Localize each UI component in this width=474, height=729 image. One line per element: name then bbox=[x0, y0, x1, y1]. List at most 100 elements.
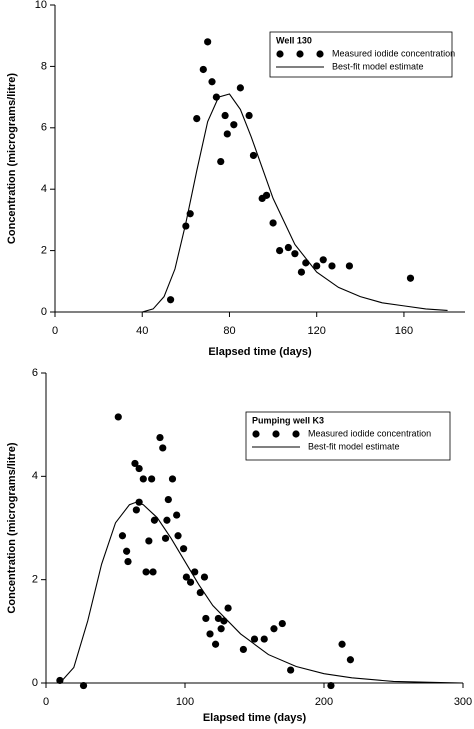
model-line bbox=[59, 501, 464, 684]
x-tick-label: 160 bbox=[395, 325, 413, 337]
data-point bbox=[313, 262, 321, 270]
data-point bbox=[156, 433, 164, 442]
data-point bbox=[223, 130, 231, 138]
data-point bbox=[186, 578, 195, 586]
data-point bbox=[406, 274, 415, 282]
legend-title: Well 130 bbox=[276, 35, 312, 45]
legend-dot bbox=[272, 430, 280, 438]
data-point bbox=[114, 413, 122, 421]
y-tick-label: 2 bbox=[41, 245, 47, 257]
data-point bbox=[79, 681, 88, 690]
data-point bbox=[328, 262, 336, 270]
data-point bbox=[221, 111, 229, 120]
data-point bbox=[118, 532, 127, 540]
data-point bbox=[124, 557, 132, 566]
legend-label: Best-fit model estimate bbox=[332, 61, 424, 71]
y-tick-label: 4 bbox=[32, 470, 38, 482]
data-point bbox=[180, 545, 188, 553]
data-point bbox=[291, 250, 299, 258]
data-point bbox=[131, 459, 139, 468]
x-axis-label: Elapsed time (days) bbox=[203, 712, 307, 724]
legend-box bbox=[245, 411, 451, 461]
data-point bbox=[284, 243, 292, 252]
legend-dot bbox=[276, 50, 284, 58]
data-point bbox=[191, 568, 199, 576]
data-point bbox=[150, 516, 159, 524]
data-point bbox=[269, 219, 277, 227]
data-point bbox=[338, 640, 346, 648]
data-point bbox=[302, 259, 310, 267]
data-point bbox=[250, 635, 259, 643]
y-tick-label: 0 bbox=[41, 306, 47, 318]
data-point bbox=[163, 516, 171, 524]
y-tick-label: 2 bbox=[32, 574, 38, 586]
data-point bbox=[164, 495, 172, 504]
data-point bbox=[142, 568, 150, 576]
data-point bbox=[211, 640, 220, 648]
data-point bbox=[249, 151, 258, 160]
data-point bbox=[200, 573, 209, 581]
x-tick-label: 80 bbox=[223, 325, 235, 337]
data-point bbox=[260, 635, 268, 643]
x-tick-label: 300 bbox=[454, 696, 472, 708]
y-tick-label: 0 bbox=[32, 677, 38, 689]
data-point bbox=[161, 534, 170, 542]
legend-dot bbox=[292, 430, 300, 438]
data-point bbox=[239, 645, 247, 654]
data-point bbox=[276, 247, 284, 255]
data-point bbox=[193, 114, 201, 123]
data-point bbox=[327, 681, 335, 690]
data-point bbox=[208, 78, 216, 86]
data-point bbox=[214, 614, 222, 623]
data-point bbox=[346, 656, 355, 664]
x-axis-label: Elapsed time (days) bbox=[208, 346, 312, 358]
legend-dot bbox=[316, 50, 324, 58]
data-point bbox=[217, 625, 225, 633]
legend-title: Pumping well K3 bbox=[252, 415, 324, 425]
x-tick-label: 0 bbox=[52, 325, 58, 337]
data-point bbox=[319, 256, 327, 264]
legend-dot bbox=[252, 430, 260, 438]
data-point bbox=[56, 676, 64, 685]
x-tick-label: 100 bbox=[176, 696, 194, 708]
x-tick-label: 120 bbox=[308, 325, 326, 337]
data-point bbox=[182, 573, 190, 581]
data-point bbox=[173, 511, 181, 519]
data-point bbox=[204, 38, 212, 46]
data-point bbox=[168, 475, 177, 483]
data-point bbox=[224, 604, 232, 612]
data-point bbox=[149, 568, 157, 576]
data-point bbox=[166, 296, 175, 304]
data-point bbox=[202, 614, 210, 623]
legend-label: Measured iodide concentration bbox=[308, 428, 431, 438]
y-tick-label: 10 bbox=[35, 0, 47, 11]
data-point bbox=[278, 619, 286, 628]
data-point bbox=[135, 464, 143, 473]
y-axis-label: Concentration (micrograms/litre) bbox=[6, 73, 18, 244]
data-point bbox=[270, 625, 278, 633]
data-point bbox=[217, 157, 225, 166]
x-tick-label: 200 bbox=[315, 696, 333, 708]
data-point bbox=[182, 222, 190, 230]
model-line bbox=[142, 93, 448, 313]
y-tick-label: 8 bbox=[41, 60, 47, 72]
x-tick-label: 40 bbox=[136, 325, 148, 337]
data-point bbox=[206, 630, 214, 638]
y-axis-label: Concentration (micrograms/litre) bbox=[6, 442, 18, 613]
legend-label: Measured iodide concentration bbox=[332, 48, 455, 58]
data-point bbox=[287, 666, 295, 674]
data-point bbox=[174, 532, 182, 540]
data-point bbox=[236, 84, 244, 92]
data-point bbox=[145, 537, 153, 545]
data-point bbox=[196, 588, 204, 597]
data-point bbox=[220, 617, 228, 625]
y-tick-label: 6 bbox=[41, 122, 47, 134]
legend-dot bbox=[296, 50, 304, 58]
data-point bbox=[345, 262, 354, 270]
data-point bbox=[297, 268, 306, 276]
y-tick-label: 6 bbox=[32, 367, 38, 379]
data-point bbox=[123, 547, 131, 555]
y-tick-label: 4 bbox=[41, 183, 47, 195]
x-tick-label: 0 bbox=[43, 696, 49, 708]
